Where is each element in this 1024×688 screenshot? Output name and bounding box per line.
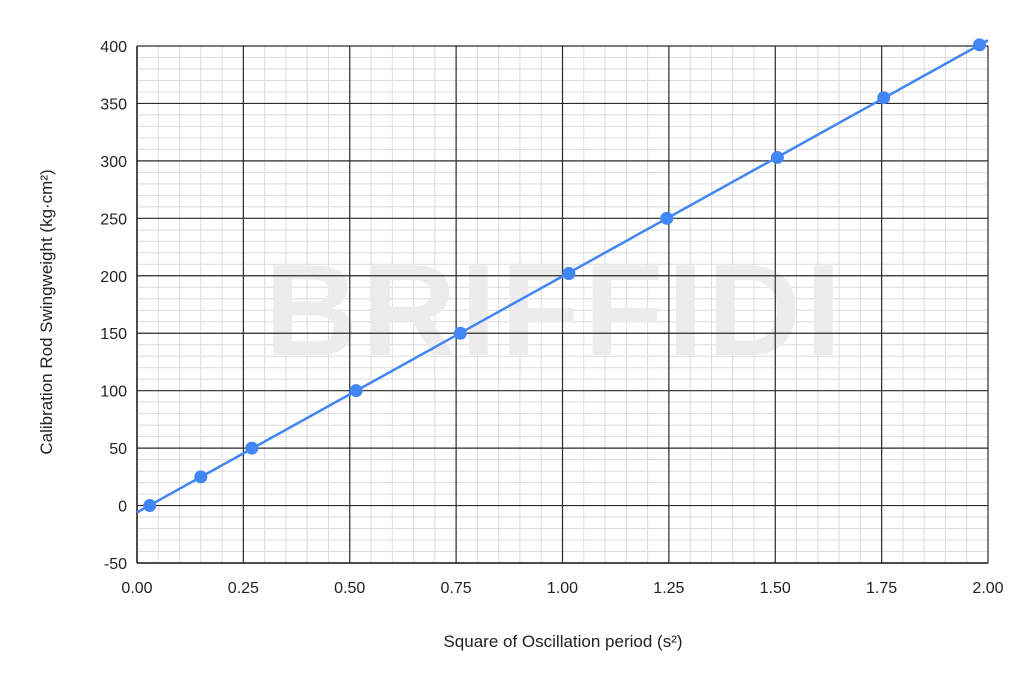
axes	[136, 46, 988, 564]
data-point[interactable]	[453, 326, 467, 340]
y-tick-label: 350	[100, 96, 127, 113]
data-point[interactable]	[194, 470, 208, 484]
y-tick-labels: -50 0 50 100 150 200 250 300 350 400	[100, 39, 127, 573]
y-tick-label: 100	[100, 384, 127, 401]
y-tick-label: 200	[100, 269, 127, 286]
data-point[interactable]	[660, 211, 674, 225]
x-tick-label: 1.75	[866, 580, 897, 597]
x-tick-label: 0.25	[228, 580, 259, 597]
data-point[interactable]	[562, 266, 576, 280]
series	[136, 38, 989, 514]
data-point[interactable]	[877, 91, 891, 105]
x-tick-label: 1.25	[653, 580, 684, 597]
y-tick-label: -50	[104, 556, 127, 573]
y-tick-label: 250	[100, 211, 127, 228]
watermark: BRIFFIDI	[265, 237, 846, 383]
series-line	[136, 39, 989, 514]
y-tick-label: 400	[100, 39, 127, 56]
data-point[interactable]	[349, 384, 363, 398]
x-tick-label: 0.50	[334, 580, 365, 597]
data-point[interactable]	[972, 38, 986, 52]
y-tick-label: 150	[100, 326, 127, 343]
data-point[interactable]	[143, 499, 157, 513]
x-tick-label: 1.50	[760, 580, 791, 597]
data-point[interactable]	[245, 441, 259, 455]
x-tick-label: 2.00	[972, 580, 1003, 597]
x-tick-label: 1.00	[547, 580, 578, 597]
y-tick-label: 50	[109, 441, 127, 458]
y-tick-label: 300	[100, 154, 127, 171]
x-axis-title: Square of Oscillation period (s²)	[443, 632, 682, 651]
x-tick-label: 0.75	[441, 580, 472, 597]
x-tick-labels: 0.00 0.25 0.50 0.75 1.00 1.25 1.50 1.75 2.00	[121, 580, 1003, 597]
x-tick-label: 0.00	[121, 580, 152, 597]
y-axis-title: Calibration Rod Swingweight (kg·cm²)	[37, 169, 56, 454]
y-tick-label: 0	[118, 499, 127, 516]
data-point[interactable]	[770, 150, 784, 164]
